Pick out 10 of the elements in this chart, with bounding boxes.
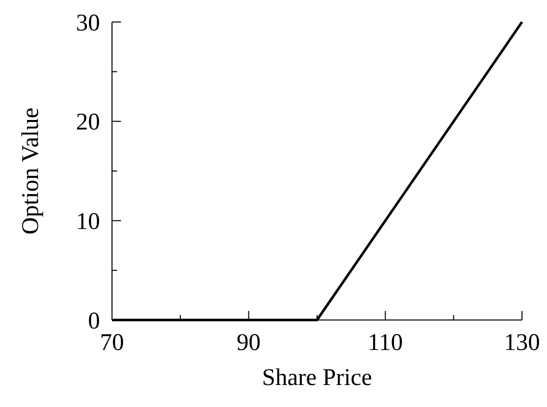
x-tick-label: 110 [368, 330, 403, 356]
y-tick-label: 20 [76, 110, 100, 136]
y-axis-title: Option Value [18, 108, 44, 234]
x-tick-label: 70 [100, 330, 124, 356]
y-tick-label: 30 [76, 10, 100, 36]
y-tick-label: 0 [88, 308, 100, 334]
y-tick-label: 10 [76, 209, 100, 236]
x-tick-label: 90 [236, 330, 261, 356]
x-axis-title: Share Price [262, 365, 372, 391]
x-tick-label: 130 [504, 330, 540, 356]
